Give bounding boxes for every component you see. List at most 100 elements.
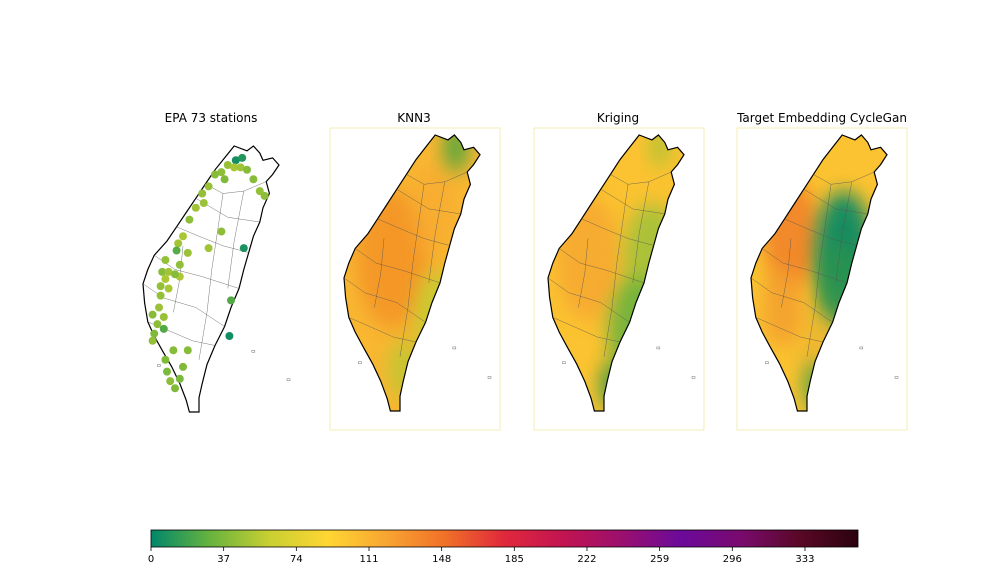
station-point [183, 248, 192, 257]
station-point [249, 175, 258, 184]
colorbar-tick-label: 296 [723, 554, 742, 565]
station-point [148, 310, 157, 319]
panel-kriging: Kriging [533, 111, 705, 431]
county-border [205, 181, 267, 194]
colorbar-tick-label: 111 [359, 554, 378, 565]
field-region [599, 361, 625, 411]
station-point [163, 367, 171, 376]
station-point [161, 256, 170, 264]
station-point [172, 246, 181, 255]
county-border [552, 317, 621, 343]
field-region [408, 164, 456, 254]
island [358, 361, 362, 364]
island [691, 376, 696, 379]
station-point [217, 168, 226, 177]
colorbar-tick-label: 333 [795, 554, 814, 565]
map-frame [329, 127, 501, 431]
taiwan-outline [343, 134, 481, 412]
county-border [813, 171, 875, 185]
station-point [217, 227, 226, 236]
county-border [610, 171, 672, 185]
station-point [179, 232, 187, 241]
station-point [148, 336, 157, 345]
station-point [156, 282, 165, 291]
colorbar-tick-label: 259 [650, 554, 669, 565]
county-border [176, 226, 251, 254]
island [765, 361, 769, 364]
station-point [238, 153, 247, 162]
county-border [781, 238, 792, 308]
station-point [185, 215, 194, 224]
station-point [171, 384, 179, 393]
station-point [175, 374, 184, 383]
taiwan-outline [750, 134, 888, 412]
county-border [377, 218, 452, 247]
station-point [179, 362, 187, 371]
station-point [161, 355, 170, 364]
island [894, 376, 899, 379]
colorbar-tick-label: 185 [505, 554, 524, 565]
county-border [755, 317, 824, 343]
island [562, 361, 566, 364]
station-point [239, 244, 248, 253]
station-point [204, 244, 213, 253]
county-border [227, 191, 245, 289]
county-border [344, 277, 426, 323]
interpolated-field [751, 135, 887, 411]
taiwan-outline [142, 145, 280, 413]
station-point [227, 296, 235, 305]
station-point [243, 165, 251, 174]
panel-cyclegan: Target Embedding CycleGan [736, 111, 908, 431]
station-point [175, 260, 184, 269]
station-point [166, 377, 175, 386]
county-border [803, 188, 868, 215]
county-border [806, 184, 832, 357]
station-point [171, 270, 179, 279]
county-border [143, 283, 225, 327]
island [452, 346, 457, 350]
station-point [169, 346, 178, 355]
field-region [443, 135, 469, 173]
panel-title-epa-stations: EPA 73 stations [165, 111, 258, 125]
colorbar-ticks: 0 37 74 111 148 185 222 259 296 333 [148, 547, 815, 565]
county-border [603, 184, 629, 357]
county-border [198, 193, 224, 360]
station-point [223, 161, 232, 169]
county-border [578, 238, 589, 308]
county-border [751, 277, 833, 323]
station-point [231, 156, 240, 165]
panel-title-knn3: KNN3 [397, 111, 430, 125]
station-point [174, 239, 183, 248]
station-point [236, 163, 245, 172]
taiwan-outline [547, 134, 685, 412]
island [251, 350, 256, 353]
panel-epa-stations: EPA 73 stations [142, 111, 291, 413]
county-border [559, 248, 645, 284]
station-point [153, 320, 162, 329]
station-point [183, 346, 192, 355]
colorbar: 0 37 74 111 148 185 222 259 296 333 [148, 529, 859, 565]
island [286, 378, 291, 381]
station-point [155, 303, 163, 312]
panel-title-kriging: Kriging [597, 111, 639, 125]
county-border [548, 277, 630, 323]
colorbar-tick-label: 148 [432, 554, 451, 565]
station-point [220, 175, 229, 184]
station-point [199, 199, 208, 207]
field-region [607, 277, 665, 387]
station-point [198, 189, 207, 198]
station-point [159, 324, 168, 333]
colorbar-bar [150, 529, 859, 548]
interpolated-field [548, 135, 684, 411]
colorbar-tick-label: 222 [577, 554, 596, 565]
station-point [164, 284, 173, 293]
station-point [159, 313, 168, 321]
county-border [632, 181, 650, 283]
colorbar-tick-label: 0 [148, 554, 154, 565]
county-border [355, 248, 441, 284]
station-point [230, 163, 239, 172]
panel-knn3: KNN3 [329, 111, 501, 431]
station-point [191, 203, 200, 212]
colorbar-tick-label: 37 [217, 554, 230, 565]
county-border [835, 181, 853, 283]
